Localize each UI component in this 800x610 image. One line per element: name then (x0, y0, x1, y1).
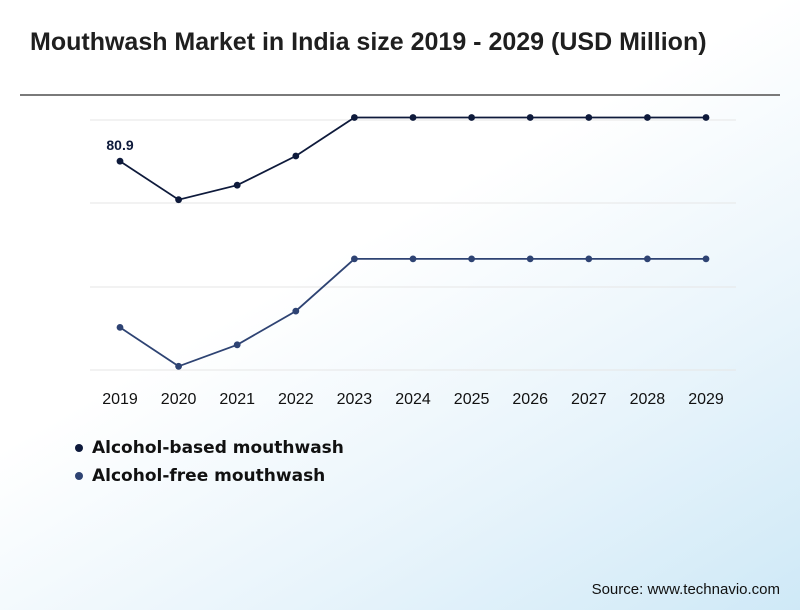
gridlines (90, 119, 736, 371)
line-chart: 80.9 2019 2020 2021 2022 2023 2024 2025 2026 202… (90, 114, 736, 408)
legend-label-alcohol-free: Alcohol-free mouthwash (92, 466, 326, 486)
legend-label-alcohol-based: Alcohol-based mouthwash (92, 438, 344, 458)
data-point-s1-2023 (351, 255, 358, 263)
data-point-s0-2026 (526, 114, 534, 121)
data-point-s0-2028 (644, 114, 651, 121)
x-tick-label-2020: 2020 (161, 391, 197, 408)
source-note: Source: www.technavio.com (591, 581, 780, 598)
data-point-s0-2020 (175, 196, 183, 204)
x-tick-label-2027: 2027 (571, 391, 607, 408)
data-label-0: 80.9 (106, 137, 133, 153)
data-point-s0-2024 (409, 114, 417, 121)
x-axis-ticks: 2019 2020 2021 2022 2023 2024 2025 2026 2027 2028… (102, 391, 724, 408)
series-lines (119, 116, 706, 368)
data-point-s1-2029 (702, 255, 710, 263)
data-point-s0-2021 (233, 181, 241, 189)
data-point-s0-2019 (116, 157, 124, 165)
series-line-1 (119, 258, 706, 368)
legend-marker-alcohol-free (75, 472, 83, 480)
data-point-s1-2024 (409, 255, 417, 263)
data-point-s0-2029 (702, 114, 710, 121)
data-point-s1-2026 (526, 255, 534, 263)
x-tick-label-2023: 2023 (337, 391, 373, 408)
title-divider (20, 94, 780, 96)
data-point-s1-2028 (644, 255, 651, 263)
data-point-s1-2025 (468, 255, 475, 263)
data-point-s1-2020 (175, 362, 183, 370)
data-point-s1-2022 (292, 307, 300, 315)
data-point-s0-2023 (351, 114, 358, 121)
legend-marker-alcohol-based (75, 444, 83, 452)
data-labels: 80.9 (106, 137, 133, 153)
x-tick-label-2021: 2021 (219, 391, 255, 408)
series-line-0 (119, 116, 706, 201)
legend-item-alcohol-based: Alcohol-based mouthwash (75, 434, 344, 462)
x-tick-label-2022: 2022 (278, 391, 314, 408)
x-tick-label-2026: 2026 (512, 391, 548, 408)
legend: Alcohol-based mouthwash Alcohol-free mou… (75, 434, 344, 490)
x-tick-label-2028: 2028 (630, 391, 666, 408)
data-point-s1-2021 (233, 341, 241, 349)
legend-item-alcohol-free: Alcohol-free mouthwash (75, 462, 344, 490)
data-point-s1-2019 (116, 324, 124, 331)
data-point-s1-2027 (585, 255, 593, 263)
x-tick-label-2019: 2019 (102, 391, 138, 408)
data-point-s0-2022 (292, 152, 300, 160)
x-tick-label-2024: 2024 (395, 391, 431, 408)
data-point-s0-2025 (468, 114, 475, 121)
data-point-s0-2027 (585, 114, 593, 121)
data-points (116, 114, 710, 370)
x-tick-label-2025: 2025 (454, 391, 490, 408)
x-tick-label-2029: 2029 (688, 391, 724, 408)
chart-title: Mouthwash Market in India size 2019 - 20… (30, 28, 707, 56)
